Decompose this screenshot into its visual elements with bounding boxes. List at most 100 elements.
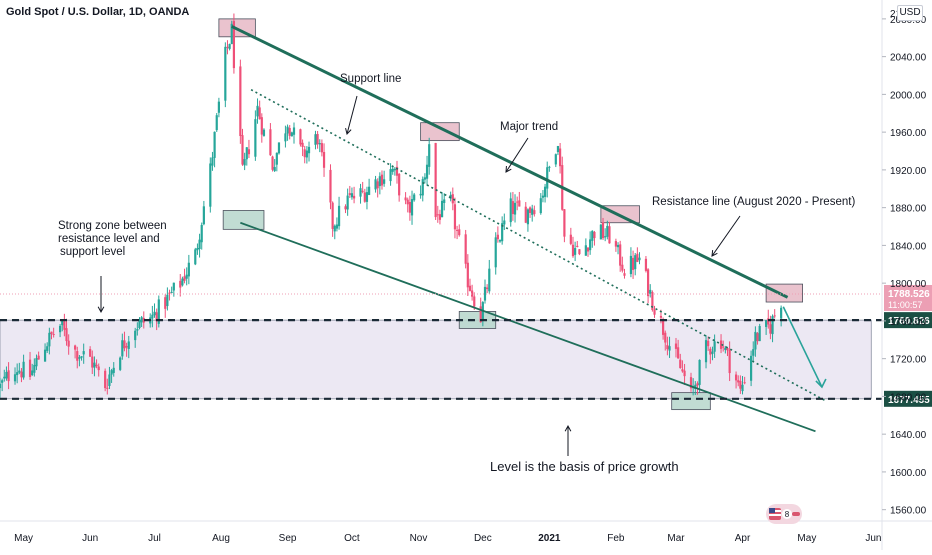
candle-body xyxy=(638,257,641,261)
candle-body xyxy=(31,370,34,376)
candle-body xyxy=(183,276,186,281)
candle-body xyxy=(121,340,124,357)
candle-body xyxy=(696,383,699,386)
candle-body xyxy=(365,192,369,202)
chart-title: Gold Spot / U.S. Dollar, 1D, OANDA xyxy=(6,6,190,18)
currency-button[interactable]: USD xyxy=(897,5,923,21)
candle-body xyxy=(767,318,770,325)
annotation-arrow-head xyxy=(711,249,718,257)
time-tick-label: 2021 xyxy=(538,533,561,544)
price-tick-label: 1720.00 xyxy=(890,355,927,366)
price-axis: 1560.00 1600.00 1640.00 1680.00 1720.00 1760.… xyxy=(881,0,927,550)
candle-body xyxy=(629,255,633,275)
candle-body xyxy=(436,214,439,216)
candle-body xyxy=(67,340,70,347)
candle-body xyxy=(563,209,566,237)
annotations-layer: Support line Major trend Resistance line (… xyxy=(58,73,855,474)
candle-body xyxy=(241,135,244,165)
candle-body xyxy=(374,179,377,190)
candle-body xyxy=(533,210,536,215)
candle-body xyxy=(61,320,64,326)
strong-zone xyxy=(0,319,872,400)
candle-body xyxy=(292,127,296,135)
candle-body xyxy=(631,257,635,270)
candle-body xyxy=(112,367,115,373)
candle-body xyxy=(443,199,446,203)
candle-body xyxy=(82,351,85,355)
candle-body xyxy=(134,330,137,341)
candle-body xyxy=(275,152,278,165)
candle-body xyxy=(277,142,281,154)
candle-body xyxy=(395,166,399,176)
candle-body xyxy=(97,366,100,371)
time-tick-label: Mar xyxy=(667,533,685,544)
candle-body xyxy=(363,192,366,202)
candle-body xyxy=(494,237,497,268)
candle-body xyxy=(346,195,349,210)
trend-line-support xyxy=(240,221,816,433)
candle-body xyxy=(516,201,519,203)
flag-icon[interactable]: 8 xyxy=(766,504,802,524)
candle-body xyxy=(215,115,218,131)
candle-body xyxy=(646,269,650,297)
candle-body xyxy=(301,142,304,147)
candle-body xyxy=(440,200,444,218)
candle-body xyxy=(179,280,182,288)
candle-body xyxy=(434,142,437,218)
candle-body xyxy=(284,133,287,142)
candle-body xyxy=(35,358,38,367)
candle-body xyxy=(539,198,542,214)
candle-body xyxy=(170,291,173,293)
candle-body xyxy=(28,359,32,377)
candle-body xyxy=(773,315,776,317)
level-price-label: 1677.455 xyxy=(888,395,930,406)
price-tick-label: 1960.00 xyxy=(890,128,927,139)
candle-body xyxy=(606,225,609,237)
candle-body xyxy=(378,176,381,187)
candle-body xyxy=(752,349,755,356)
candle-body xyxy=(741,384,744,392)
time-tick-label: Feb xyxy=(607,533,625,544)
time-tick-label: Aug xyxy=(212,533,230,544)
candle-body xyxy=(413,194,416,201)
candle-body xyxy=(359,188,362,197)
candle-body xyxy=(136,329,139,331)
candle-body xyxy=(22,361,25,378)
candle-body xyxy=(464,234,467,264)
candle-body xyxy=(569,234,572,244)
candle-body xyxy=(91,356,94,368)
projection-arrow-head xyxy=(815,378,827,389)
candle-body xyxy=(194,249,197,265)
candle-body xyxy=(46,346,49,351)
candle-body xyxy=(473,296,476,307)
plot-background xyxy=(0,0,882,521)
candle-body xyxy=(728,350,731,374)
candle-body xyxy=(406,199,409,205)
candle-body xyxy=(299,129,302,145)
projection-arrow xyxy=(782,306,823,388)
candle-body xyxy=(303,149,306,158)
candle-body xyxy=(451,194,454,204)
candle-body xyxy=(453,204,457,230)
candle-body xyxy=(541,195,545,198)
candle-body xyxy=(556,146,560,153)
price-tick-label: 1560.00 xyxy=(890,506,927,517)
candle-body xyxy=(331,202,334,229)
candle-body xyxy=(662,320,665,335)
candle-body xyxy=(765,320,768,327)
candle-body xyxy=(586,247,590,252)
price-tick-label: 1880.00 xyxy=(890,204,927,215)
candle-body xyxy=(559,148,562,167)
time-tick-label: Sep xyxy=(279,533,297,544)
candle-body xyxy=(526,209,530,225)
candle-body xyxy=(438,214,442,220)
price-tick-label: 1760.00 xyxy=(890,317,927,328)
time-tick-label: Nov xyxy=(410,533,428,544)
candle-body xyxy=(125,346,128,348)
candle-body xyxy=(498,240,502,242)
candle-body xyxy=(37,355,40,360)
candle-body xyxy=(123,340,126,349)
highlight-box xyxy=(222,210,265,230)
candle-body xyxy=(181,278,184,286)
